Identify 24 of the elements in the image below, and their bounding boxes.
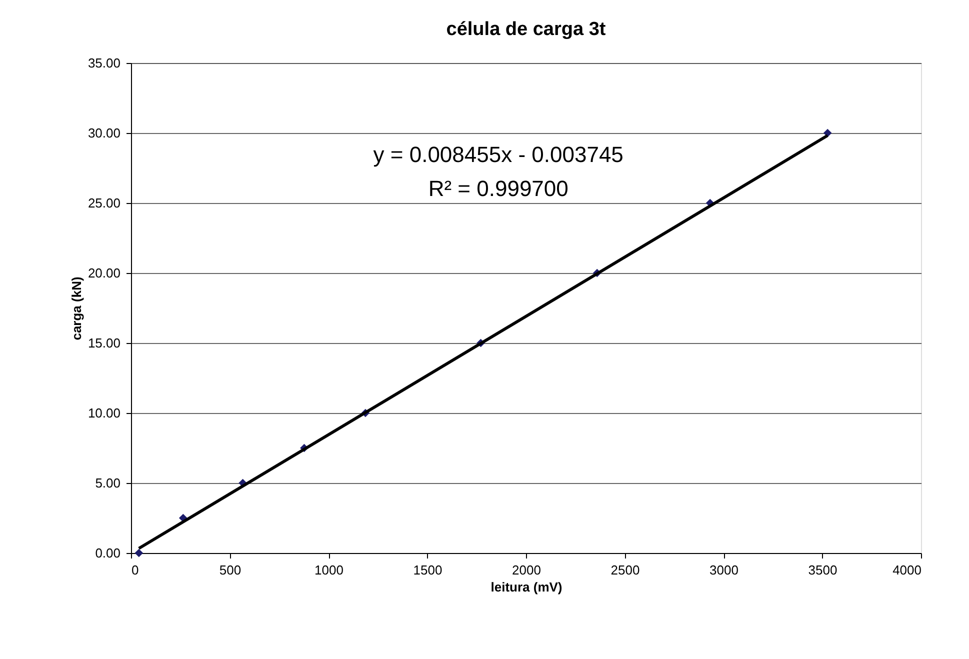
annotation: R² = 0.999700 bbox=[428, 176, 568, 201]
x-tick-label: 500 bbox=[219, 562, 242, 578]
x-tick-label: 1500 bbox=[413, 562, 442, 578]
y-axis-title: carga (kN) bbox=[68, 276, 84, 340]
chart-title: célula de carga 3t bbox=[446, 19, 606, 40]
x-tick-label: 1000 bbox=[314, 562, 344, 578]
y-tick-label: 10.00 bbox=[88, 406, 120, 420]
y-tick-label: 15.00 bbox=[88, 336, 120, 350]
x-tick-label: 4000 bbox=[892, 562, 922, 578]
point bbox=[823, 128, 832, 138]
y-tick-label: 0.00 bbox=[95, 546, 120, 560]
x-tick-label: 2000 bbox=[512, 562, 541, 578]
y-tick-label: 20.00 bbox=[88, 266, 120, 280]
x-tick-label: 0 bbox=[132, 562, 139, 578]
x-axis-title: leitura (mV) bbox=[490, 580, 562, 594]
annotation: y = 0.008455x - 0.003745 bbox=[373, 142, 624, 167]
point bbox=[134, 548, 144, 558]
y-tick-label: 30.00 bbox=[88, 126, 120, 140]
y-tick-label: 35.00 bbox=[88, 56, 120, 70]
x-tick-label: 3000 bbox=[710, 562, 738, 578]
y-tick-label: 25.00 bbox=[88, 196, 120, 210]
x-tick-label: 2500 bbox=[610, 562, 640, 578]
x-tick-label: 3500 bbox=[808, 562, 838, 578]
y-tick-label: 5.00 bbox=[95, 476, 120, 490]
